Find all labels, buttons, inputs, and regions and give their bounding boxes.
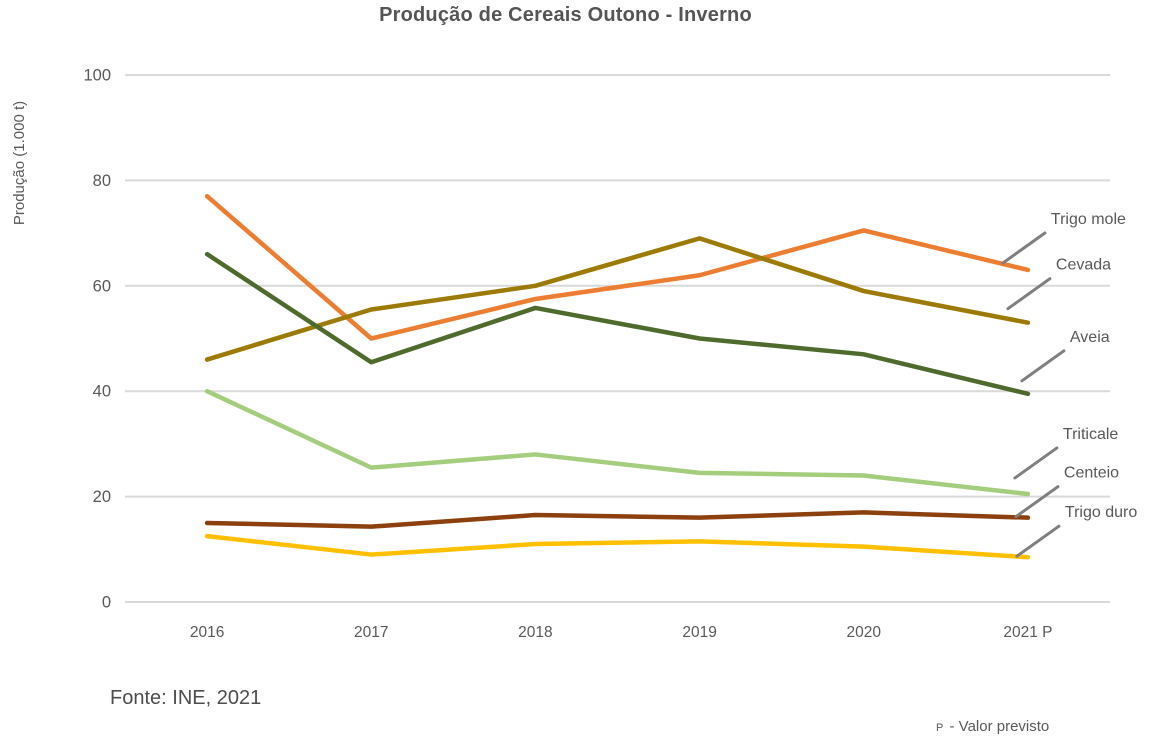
x-tick-label: 2020: [847, 624, 882, 641]
y-tick-label: 0: [102, 594, 111, 612]
x-tick-label: 2017: [354, 624, 388, 641]
series-line-trigo-duro: [204, 533, 1031, 560]
x-tick-label: 2021 P: [1003, 624, 1052, 641]
footnote-marker: P: [936, 722, 944, 734]
series-label-cevada: Cevada: [1056, 257, 1111, 274]
series-line-trigo-mole: [204, 193, 1031, 341]
chart-title: Produção de Cereais Outono - Inverno: [379, 4, 752, 26]
y-tick-label: 40: [93, 383, 111, 401]
series-label-aveia: Aveia: [1070, 329, 1110, 346]
x-tick-label: 2016: [190, 624, 224, 641]
y-tick-label: 60: [93, 277, 111, 295]
x-tick-label: 2019: [682, 624, 716, 641]
leader-line: [1015, 524, 1061, 558]
footnote-text: - Valor previsto: [945, 718, 1050, 735]
footnote: P - Valor previsto: [936, 718, 1049, 735]
series-line-triticale: [204, 388, 1031, 497]
leader-line: [1014, 485, 1060, 519]
series-label-triticale: Triticale: [1063, 426, 1119, 443]
series-line-cevada: [204, 236, 1031, 362]
leader-line: [1001, 231, 1047, 265]
leader-line: [1006, 277, 1052, 311]
y-tick-label: 80: [93, 172, 111, 190]
y-axis-title: Produção (1.000 t): [11, 100, 28, 226]
series-label-centeio: Centeio: [1064, 465, 1119, 482]
series-line-aveia: [204, 251, 1031, 397]
y-tick-label: 100: [83, 67, 111, 85]
leader-line: [1013, 446, 1059, 480]
leader-line: [1020, 349, 1066, 383]
source-note: Fonte: INE, 2021: [110, 687, 262, 709]
series-label-trigo-duro: Trigo duro: [1065, 504, 1137, 521]
series-label-trigo-mole: Trigo mole: [1051, 211, 1126, 228]
series-line-centeio: [204, 510, 1031, 529]
x-tick-label: 2018: [518, 624, 552, 641]
y-tick-label: 20: [93, 488, 111, 506]
